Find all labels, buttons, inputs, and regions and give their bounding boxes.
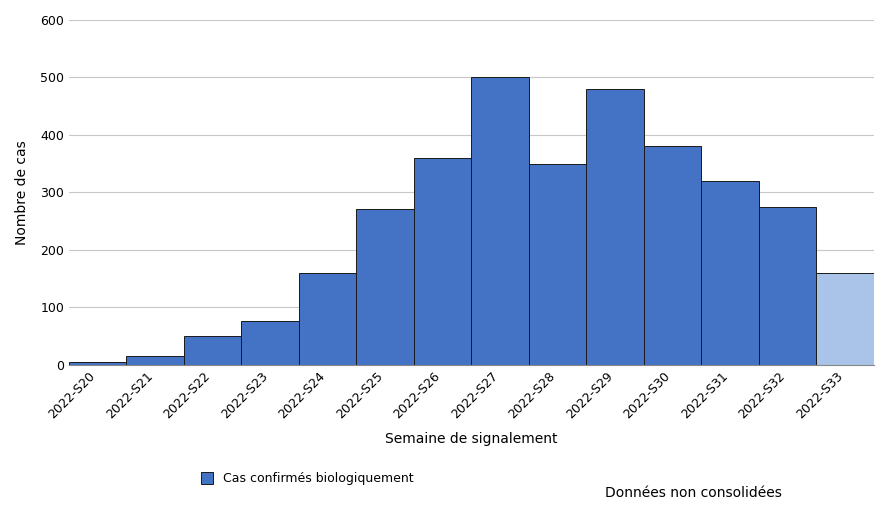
Bar xyxy=(184,336,242,365)
Bar xyxy=(701,181,759,365)
Bar xyxy=(356,210,414,365)
Bar xyxy=(816,272,874,365)
Bar xyxy=(242,321,299,365)
Bar xyxy=(644,146,701,365)
Legend: Cas confirmés biologiquement: Cas confirmés biologiquement xyxy=(196,467,419,490)
X-axis label: Semaine de signalement: Semaine de signalement xyxy=(385,432,557,446)
Bar xyxy=(529,163,587,365)
Bar xyxy=(69,362,126,365)
Bar xyxy=(759,206,816,365)
Y-axis label: Nombre de cas: Nombre de cas xyxy=(15,140,29,245)
Bar xyxy=(299,272,356,365)
Text: Données non consolidées: Données non consolidées xyxy=(605,486,781,499)
Bar xyxy=(414,158,471,365)
Bar xyxy=(587,89,644,365)
Bar xyxy=(471,78,529,365)
Bar xyxy=(126,356,184,365)
